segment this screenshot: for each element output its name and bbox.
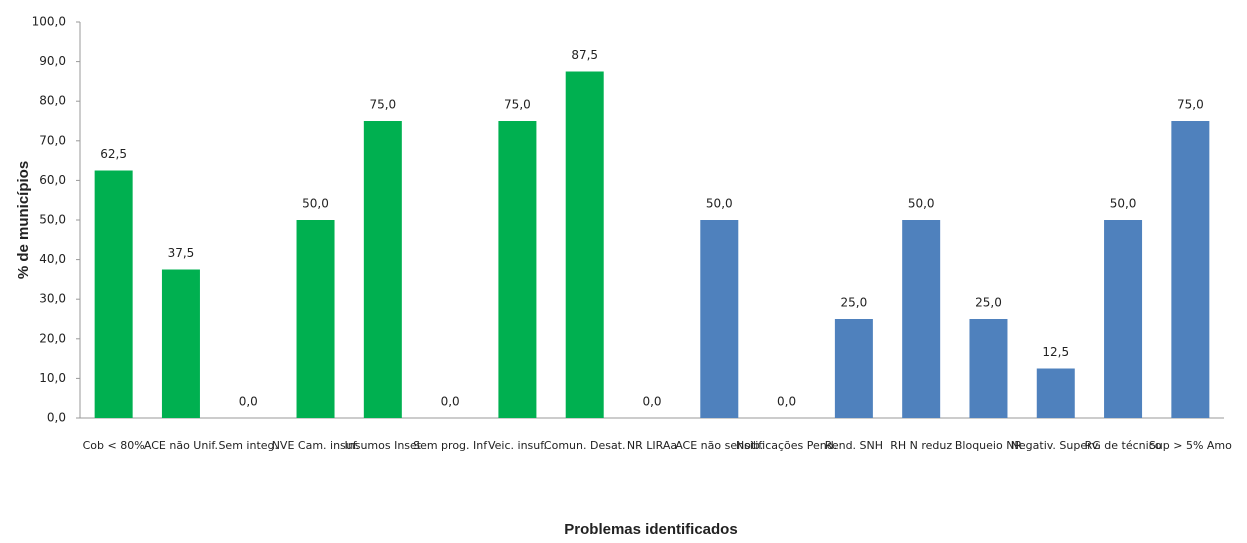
- x-axis-title: Problemas identificados: [564, 521, 737, 538]
- data-label: 0,0: [642, 395, 661, 409]
- bar: [700, 220, 739, 418]
- data-label: 37,5: [168, 246, 195, 260]
- x-tick-label: Cob < 80%: [83, 439, 145, 452]
- bar: [94, 170, 133, 418]
- x-tick-label: Notificações Pend.: [736, 439, 837, 452]
- bar: [363, 121, 402, 418]
- x-tick-label: Sup > 5% Amo: [1149, 439, 1232, 452]
- x-tick-label: Negativ. Superv.: [1011, 439, 1101, 452]
- y-tick-label: 90,0: [39, 54, 66, 68]
- data-label: 25,0: [841, 296, 868, 310]
- bar: [161, 269, 200, 418]
- y-tick-label: 100,0: [32, 15, 66, 29]
- data-label: 0,0: [777, 395, 796, 409]
- bar: [498, 121, 537, 418]
- bar: [565, 71, 604, 418]
- y-tick-label: 60,0: [39, 173, 66, 187]
- x-tick-label: ACE não Unif.: [144, 439, 218, 452]
- bar: [969, 319, 1008, 418]
- data-label: 0,0: [239, 395, 258, 409]
- x-tick-label: ACE não sensib.: [675, 439, 763, 452]
- x-tick-label: Rend. SNH: [825, 439, 883, 452]
- bar: [902, 220, 941, 418]
- data-label: 50,0: [1110, 197, 1137, 211]
- data-label: 75,0: [1177, 98, 1204, 112]
- bar: [834, 319, 873, 418]
- y-tick-label: 30,0: [39, 292, 66, 306]
- bar: [1104, 220, 1143, 418]
- x-tick-label: Sem prog. Inf: [413, 439, 488, 452]
- y-tick-label: 50,0: [39, 213, 66, 227]
- data-label: 75,0: [369, 98, 396, 112]
- data-label: 50,0: [302, 197, 329, 211]
- y-tick-label: 70,0: [39, 133, 66, 147]
- data-label: 75,0: [504, 98, 531, 112]
- y-tick-label: 20,0: [39, 331, 66, 345]
- x-tick-label: Bloqueio NR: [955, 439, 1023, 452]
- y-tick-label: 40,0: [39, 252, 66, 266]
- x-tick-label: Veic. insuf.: [488, 439, 547, 452]
- y-axis-title: % de municípios: [15, 161, 32, 279]
- x-tick-label: NR LIRAa: [627, 439, 677, 452]
- x-tick-label: NVE Cam. insuf.: [272, 439, 360, 452]
- data-label: 50,0: [706, 197, 733, 211]
- x-tick-label: Insumos Inset: [345, 439, 422, 452]
- data-label: 12,5: [1042, 345, 1069, 359]
- data-label: 87,5: [571, 48, 598, 62]
- bar: [1171, 121, 1210, 418]
- data-label: 50,0: [908, 197, 935, 211]
- data-label: 0,0: [441, 395, 460, 409]
- x-tick-label: Comun. Desat.: [544, 439, 626, 452]
- y-tick-label: 0,0: [47, 411, 66, 425]
- x-tick-label: RH N reduz: [890, 439, 952, 452]
- y-tick-label: 80,0: [39, 94, 66, 108]
- data-label: 62,5: [100, 147, 127, 161]
- bar: [1036, 368, 1075, 418]
- x-tick-label: RG de técnico: [1085, 439, 1162, 452]
- data-label: 25,0: [975, 296, 1002, 310]
- x-tick-label: Sem integ.: [218, 439, 278, 452]
- y-tick-label: 10,0: [39, 371, 66, 385]
- bar: [296, 220, 335, 418]
